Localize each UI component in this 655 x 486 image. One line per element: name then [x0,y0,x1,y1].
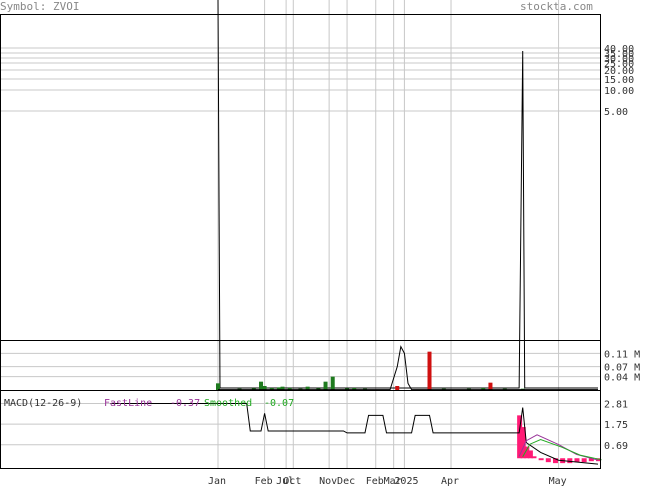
x-tick-label: Mar [384,476,402,486]
price-tick-label: 15.00 [604,75,634,86]
price-tick-label: 10.00 [604,86,634,97]
x-tick-label: Jul [276,476,294,486]
macd-histogram-bar [524,446,530,459]
price-tick-label: 35.00 [604,49,634,60]
volume-bar [262,386,267,390]
volume-bar [269,388,274,390]
macd-histogram-bar [581,458,587,463]
fastline-label: FastLine [104,398,152,409]
volume-bar [427,351,432,390]
macd-histogram-bar [517,415,523,459]
x-tick-label: Feb [366,476,384,486]
x-tick-label: Apr [441,476,459,486]
volume-bar [280,386,285,390]
x-tick-label: Feb [255,476,273,486]
symbol-label: Symbol: ZVOI [0,0,80,13]
volume-bar [259,381,264,390]
macd-line [110,402,599,465]
volume-frame [0,340,601,391]
volume-bar [352,388,357,390]
volume-overlay-line [218,345,598,391]
x-tick-label: May [549,476,567,486]
volume-bar [330,376,335,390]
x-tick-label: Nov [319,476,337,486]
macd-tick-label: 1.75 [604,420,628,431]
price-tick-label: 40.00 [604,44,634,55]
macd-tick-label: 0.69 [604,441,628,452]
macd-legend: MACD(12-26-9) FastLine -0.37 Smoothed -0… [4,398,294,409]
macd-histogram-bar [538,458,544,461]
macd-histogram-bar [531,456,537,459]
volume-bar [481,388,486,390]
x-tick-label: 2025 [394,476,418,486]
fastline-value: -0.37 [170,398,200,409]
x-tick-label: Jan [208,476,226,486]
volume-bar [488,382,493,390]
grid-lines [0,0,600,468]
macd-tick-label: 2.81 [604,399,628,410]
macd-histogram-bar [574,458,580,463]
macd-histogram-bar [527,450,533,459]
macd-histogram-bar [545,458,551,463]
smoothed-label: Smoothed [204,398,252,409]
volume-panel: 0.11 M 0.07 M0.04 M [216,345,640,391]
volume-bar [287,388,292,390]
macd-histogram-bar [552,458,558,464]
x-tick-label: Oct [283,476,301,486]
brand-label[interactable]: stockta.com [520,0,593,13]
volume-bar [395,386,400,390]
volume-tick-label: 0.04 M [604,373,640,384]
volume-bar [323,381,328,390]
volume-bar [305,386,310,390]
price-line [217,0,598,389]
macd-panel: 2.81 1.75 0.69 [110,399,628,465]
volume-tick-label: 0.07 M [604,363,640,374]
x-tick-label: Dec [337,476,355,486]
panel-frames [0,14,601,469]
smoothed-value: -0.07 [264,398,294,409]
smoothed-line [522,438,602,461]
macd-title: MACD(12-26-9) [4,398,82,409]
macd-histogram-bar [596,458,601,462]
price-tick-label: 20.00 [604,66,634,77]
price-tick-label: 30.00 [604,54,634,65]
volume-tick-label: 0.11 M [604,349,640,360]
macd-histogram-bar [588,458,594,462]
volume-bar [276,387,281,390]
macd-histogram-bar [520,427,526,459]
macd-frame [0,390,601,469]
macd-histogram-bar [567,458,573,464]
price-tick-label: 5.00 [604,107,628,118]
volume-bar [216,383,220,390]
price-tick-label: 25.00 [604,59,634,70]
